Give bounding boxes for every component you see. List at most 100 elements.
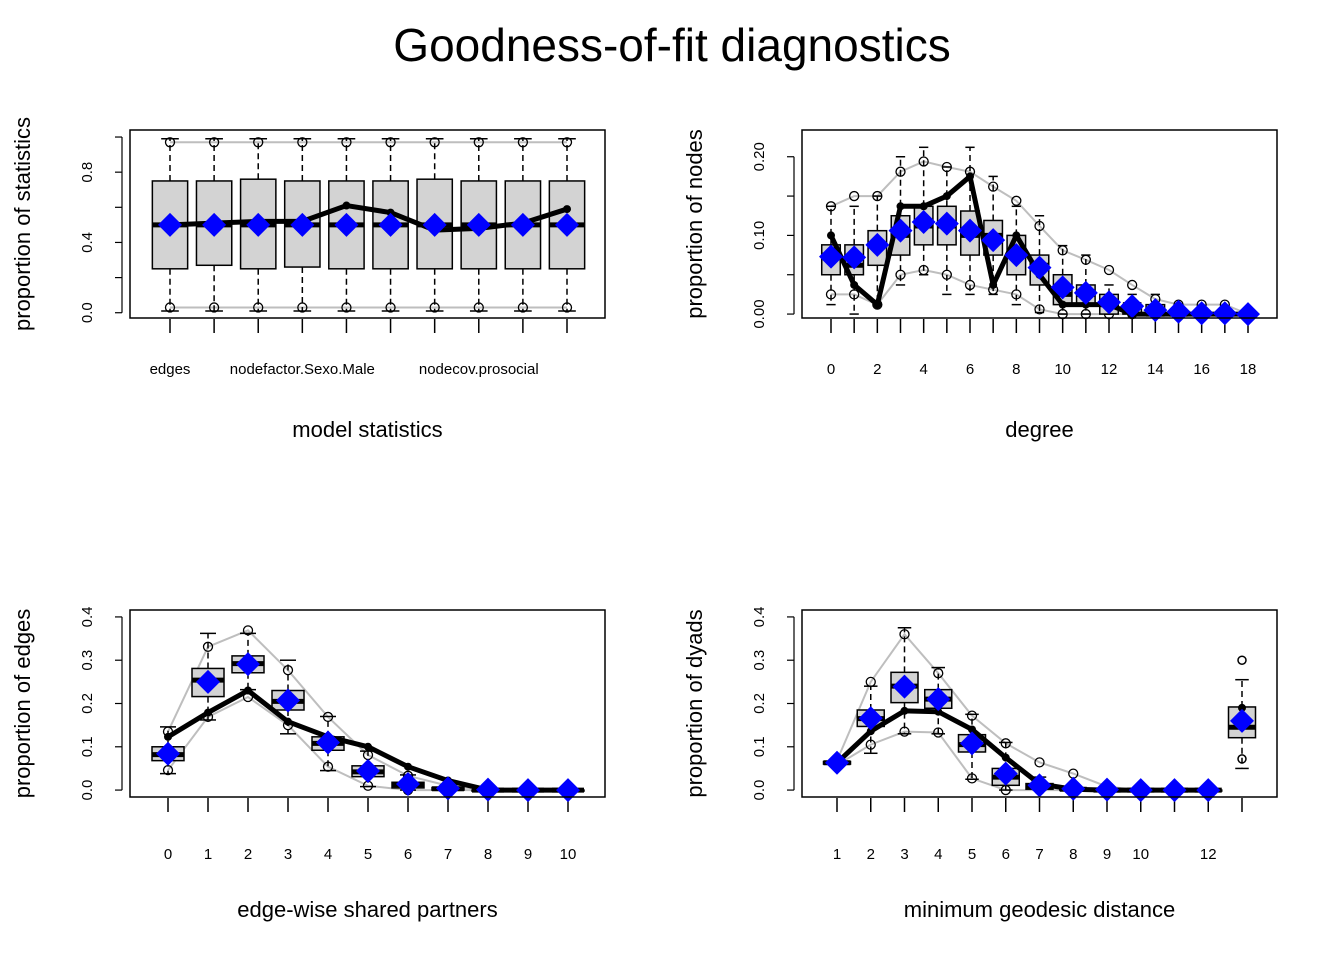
upper-bound-point bbox=[1034, 757, 1045, 768]
y-tick-label: 0.10 bbox=[751, 221, 768, 250]
x-tick-label: 10 bbox=[1054, 361, 1071, 378]
simulated-mean-marker bbox=[1004, 243, 1029, 268]
simulated-mean-marker bbox=[1196, 778, 1221, 803]
x-tick-label: 9 bbox=[1103, 846, 1111, 863]
panel-degree: 0.00 0.10 0.20 0 2 4 6 8 10 12 14 16 18 degree proport… bbox=[682, 129, 1278, 442]
simulated-mean-marker bbox=[556, 778, 580, 803]
x-tick-label: 3 bbox=[284, 846, 292, 863]
observed-point bbox=[934, 707, 943, 716]
y-tick-label: 0.3 bbox=[751, 650, 768, 671]
observed-point bbox=[1001, 753, 1010, 762]
observed-point bbox=[827, 231, 835, 240]
lower-bound-line bbox=[836, 730, 1209, 792]
upper-bound-point bbox=[1103, 264, 1115, 276]
simulated-mean-marker bbox=[378, 212, 403, 237]
figure-title: Goodness-of-fit diagnostics bbox=[393, 19, 951, 71]
x-tick-label: 3 bbox=[900, 846, 908, 863]
simulated-mean-marker bbox=[290, 212, 315, 237]
upper-bound-point bbox=[849, 190, 860, 202]
observed-point bbox=[284, 717, 292, 726]
plot-frame bbox=[801, 609, 1278, 798]
simulated-mean-marker bbox=[158, 212, 182, 237]
simulated-mean-marker bbox=[1095, 777, 1119, 802]
simulated-mean-marker bbox=[892, 674, 917, 699]
x-tick-label: 6 bbox=[404, 846, 412, 863]
upper-bound-point bbox=[988, 181, 999, 192]
x-tick-label: 6 bbox=[1002, 846, 1010, 863]
x-tick-label: nodecov.prosocial bbox=[419, 361, 539, 378]
y-tick-label: 0.4 bbox=[79, 232, 96, 253]
x-tick-label: 10 bbox=[1132, 846, 1149, 863]
simulated-mean-marker bbox=[911, 210, 936, 235]
x-tick-label: nodefactor.Sexo.Male bbox=[230, 361, 375, 378]
upper-bound-point bbox=[202, 641, 214, 652]
simulated-mean-marker bbox=[842, 245, 867, 270]
y-axis-title: proportion of dyads bbox=[682, 609, 707, 797]
simulated-mean-marker bbox=[1027, 773, 1052, 798]
simulated-mean-marker bbox=[1230, 708, 1254, 733]
simulated-mean-marker bbox=[316, 730, 340, 755]
x-tick-label: 9 bbox=[524, 846, 532, 863]
plot-frame bbox=[801, 129, 1278, 319]
simulated-mean-marker bbox=[516, 778, 540, 803]
simulated-mean-marker bbox=[466, 212, 491, 237]
simulated-mean-marker bbox=[1236, 302, 1260, 327]
simulated-mean-marker bbox=[960, 731, 984, 756]
plot-frame bbox=[129, 609, 606, 798]
observed-point bbox=[968, 725, 976, 734]
x-tick-label: 7 bbox=[444, 846, 452, 863]
y-axis-title: proportion of edges bbox=[10, 609, 35, 799]
y-tick-label: 0.2 bbox=[751, 693, 768, 714]
y-tick-label: 0.20 bbox=[751, 142, 768, 171]
observed-point bbox=[164, 732, 172, 741]
observed-point bbox=[989, 280, 998, 289]
observed-point bbox=[896, 202, 905, 211]
outlier-point bbox=[1237, 754, 1247, 764]
simulated-mean-marker bbox=[1061, 776, 1086, 801]
simulated-mean-marker bbox=[934, 211, 959, 236]
y-tick-label: 0.1 bbox=[751, 736, 768, 757]
y-tick-label: 0.1 bbox=[79, 736, 96, 757]
x-tick-label: 5 bbox=[968, 846, 976, 863]
observed-point bbox=[873, 300, 882, 309]
x-tick-label: 0 bbox=[164, 846, 172, 863]
simulated-mean-marker bbox=[422, 212, 447, 237]
simulated-mean-marker bbox=[1050, 275, 1075, 300]
simulated-mean-marker bbox=[1162, 778, 1187, 803]
y-tick-label: 0.00 bbox=[751, 299, 768, 328]
upper-bound-point bbox=[1011, 195, 1022, 206]
observed-point bbox=[244, 686, 252, 695]
x-axis-title: edge-wise shared partners bbox=[237, 897, 497, 922]
observed-point bbox=[942, 192, 951, 201]
observed-point bbox=[386, 208, 395, 217]
observed-point bbox=[866, 727, 875, 736]
observed-line bbox=[169, 203, 568, 233]
lower-bound-point bbox=[208, 302, 220, 313]
x-tick-label: 18 bbox=[1240, 361, 1257, 378]
lower-bound-point bbox=[933, 727, 944, 738]
x-tick-label: 1 bbox=[833, 846, 841, 863]
x-tick-label: 14 bbox=[1147, 361, 1164, 378]
x-tick-label: 8 bbox=[484, 846, 492, 863]
x-tick-label: edges bbox=[150, 361, 191, 378]
outlier-point bbox=[1237, 655, 1247, 665]
simulated-mean-marker bbox=[246, 212, 271, 237]
simulated-mean-marker bbox=[510, 212, 535, 237]
simulated-mean-marker bbox=[202, 212, 227, 237]
simulated-mean-marker bbox=[555, 212, 579, 237]
simulated-mean-marker bbox=[196, 669, 220, 694]
x-tick-label: 2 bbox=[873, 361, 881, 378]
x-tick-label: 1 bbox=[204, 846, 212, 863]
simulated-mean-marker bbox=[819, 244, 843, 269]
simulated-mean-marker bbox=[858, 706, 883, 731]
y-tick-label: 0.2 bbox=[79, 693, 96, 714]
y-tick-label: 0.0 bbox=[79, 302, 96, 323]
x-tick-label: 7 bbox=[1035, 846, 1043, 863]
simulated-mean-marker bbox=[1097, 290, 1121, 315]
simulated-mean-marker bbox=[1073, 280, 1098, 305]
observed-point bbox=[919, 202, 928, 211]
observed-point bbox=[900, 706, 909, 715]
simulated-mean-marker bbox=[356, 759, 380, 784]
simulated-mean-marker bbox=[981, 228, 1006, 253]
observed-line bbox=[828, 173, 1248, 317]
